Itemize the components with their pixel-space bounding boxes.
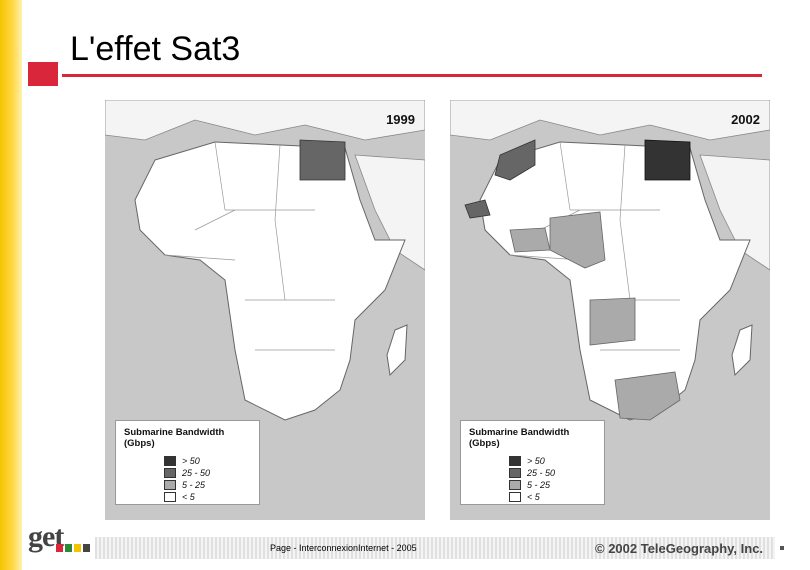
- arabia-landmass: [354, 154, 425, 271]
- map-year-label: 2002: [731, 112, 760, 127]
- legend-item: < 5: [164, 491, 251, 503]
- madagascar: [731, 324, 753, 377]
- country-borders: [164, 141, 335, 351]
- legend-label: < 5: [527, 492, 540, 502]
- legend-title: Submarine Bandwidth (Gbps): [124, 427, 225, 449]
- title-bullet-square: [28, 62, 58, 86]
- west-africa-shaded: [509, 227, 551, 253]
- egypt-shaded: [299, 139, 346, 181]
- morocco-shaded: [494, 139, 536, 181]
- egypt-shaded: [644, 139, 691, 181]
- slide-title: L'effet Sat3: [70, 30, 241, 68]
- legend-swatch: [164, 468, 176, 478]
- africa-map-1999: [105, 100, 425, 421]
- legend-swatch: [509, 492, 521, 502]
- nigeria-cameroon-shaded: [549, 211, 606, 269]
- map-year-label: 1999: [386, 112, 415, 127]
- title-underline: [62, 74, 762, 77]
- copyright-notice: © 2002 TeleGeography, Inc.: [595, 541, 764, 556]
- footer-band: [95, 537, 775, 559]
- legend-label: 25 - 50: [182, 468, 211, 478]
- legend-item: > 50: [509, 455, 596, 467]
- legend-item: 5 - 25: [164, 479, 251, 491]
- senegal-shaded: [464, 199, 491, 219]
- footer-text: Page - InterconnexionInternet - 2005: [270, 543, 417, 553]
- legend-swatch: [509, 456, 521, 466]
- legend-item: > 50: [164, 455, 251, 467]
- africa-map-2002: [450, 100, 770, 421]
- legend: Submarine Bandwidth (Gbps) > 50 25 - 50 …: [115, 420, 260, 505]
- legend-item: 5 - 25: [509, 479, 596, 491]
- south-africa-shaded: [614, 371, 681, 421]
- legend-label: < 5: [182, 492, 195, 502]
- arabia-landmass: [699, 154, 770, 271]
- side-accent-bar: [0, 0, 22, 570]
- footer-dot: [780, 546, 784, 550]
- legend-item: 25 - 50: [509, 467, 596, 479]
- map-2002: 2002 Submarine Bandwidth (Gbps) > 50 25 …: [450, 100, 770, 520]
- legend-swatch: [509, 468, 521, 478]
- angola-shaded: [589, 297, 636, 346]
- legend-label: > 50: [182, 456, 200, 466]
- legend-title: Submarine Bandwidth (Gbps): [469, 427, 570, 449]
- legend-label: 25 - 50: [527, 468, 556, 478]
- legend-swatch: [509, 480, 521, 490]
- logo-squares: [56, 544, 92, 552]
- europe-landmass: [450, 100, 770, 141]
- legend-item: < 5: [509, 491, 596, 503]
- legend-label: 5 - 25: [182, 480, 206, 490]
- europe-landmass: [105, 100, 425, 141]
- madagascar: [386, 324, 408, 377]
- legend-swatch: [164, 480, 176, 490]
- africa-continent: [134, 141, 406, 421]
- legend-item: 25 - 50: [164, 467, 251, 479]
- africa-continent: [479, 141, 751, 421]
- legend-label: > 50: [527, 456, 545, 466]
- legend: Submarine Bandwidth (Gbps) > 50 25 - 50 …: [460, 420, 605, 505]
- map-1999: 1999 Submarine Bandwidth (Gbps) > 50 25 …: [105, 100, 425, 520]
- legend-swatch: [164, 492, 176, 502]
- legend-label: 5 - 25: [527, 480, 551, 490]
- legend-swatch: [164, 456, 176, 466]
